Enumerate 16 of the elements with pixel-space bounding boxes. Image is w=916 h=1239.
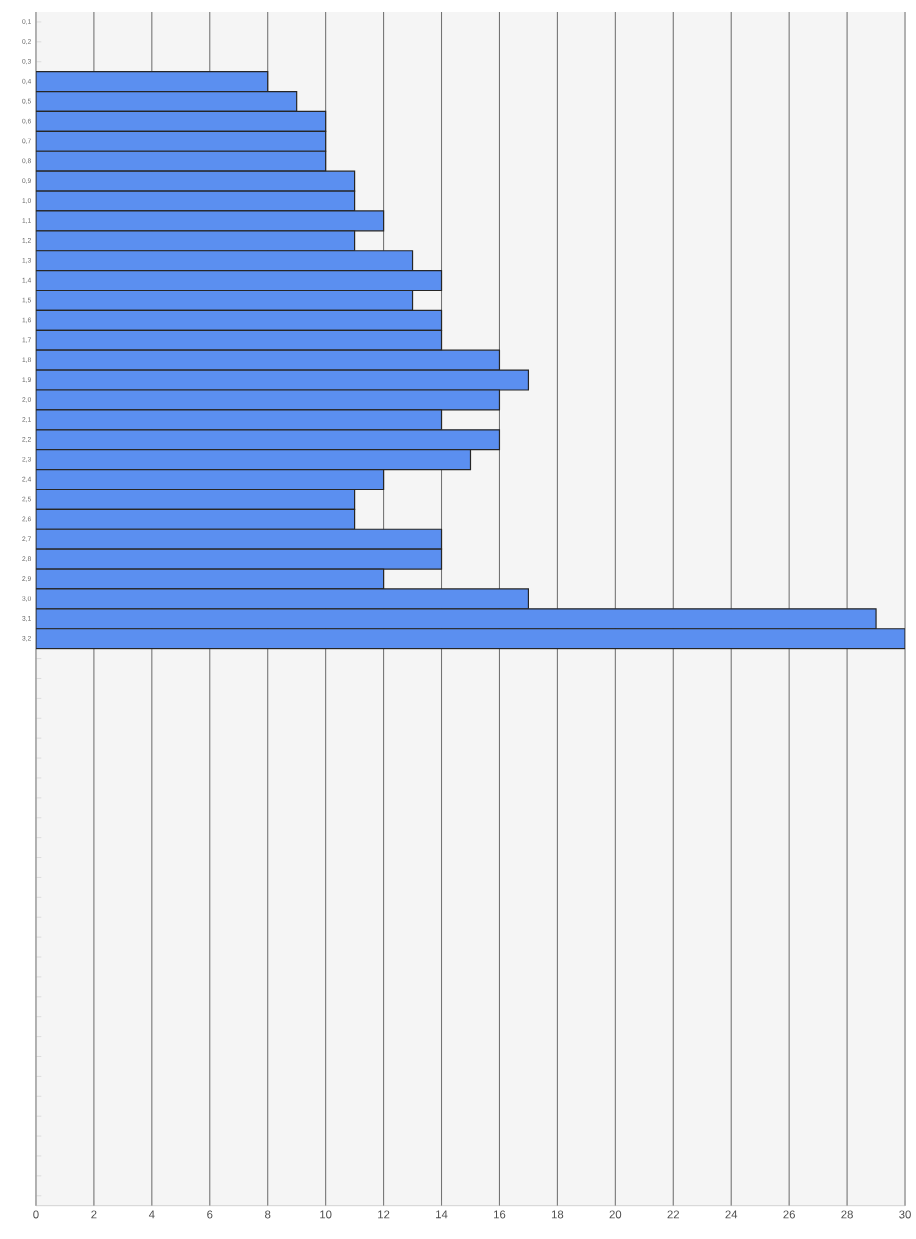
x-tick-label: 26	[783, 1210, 796, 1219]
x-tick-label: 10	[320, 1210, 332, 1219]
x-tick-label: 2	[91, 1210, 97, 1219]
x-tick-label: 6	[207, 1210, 213, 1219]
x-tick-label: 22	[667, 1210, 680, 1219]
x-tick-label: 4	[149, 1210, 155, 1219]
x-tick-label: 14	[436, 1210, 448, 1219]
x-tick-label: 8	[265, 1210, 271, 1219]
x-tick-label: 24	[725, 1210, 738, 1219]
x-tick-label: 28	[841, 1210, 854, 1219]
x-tick-label: 20	[609, 1210, 622, 1219]
x-tick-label: 0	[33, 1210, 39, 1219]
x-tick-label: 16	[494, 1210, 506, 1219]
x-tick-label: 18	[552, 1210, 564, 1219]
x-tick-label: 30	[899, 1210, 911, 1219]
x-tick-label: 12	[378, 1210, 390, 1219]
